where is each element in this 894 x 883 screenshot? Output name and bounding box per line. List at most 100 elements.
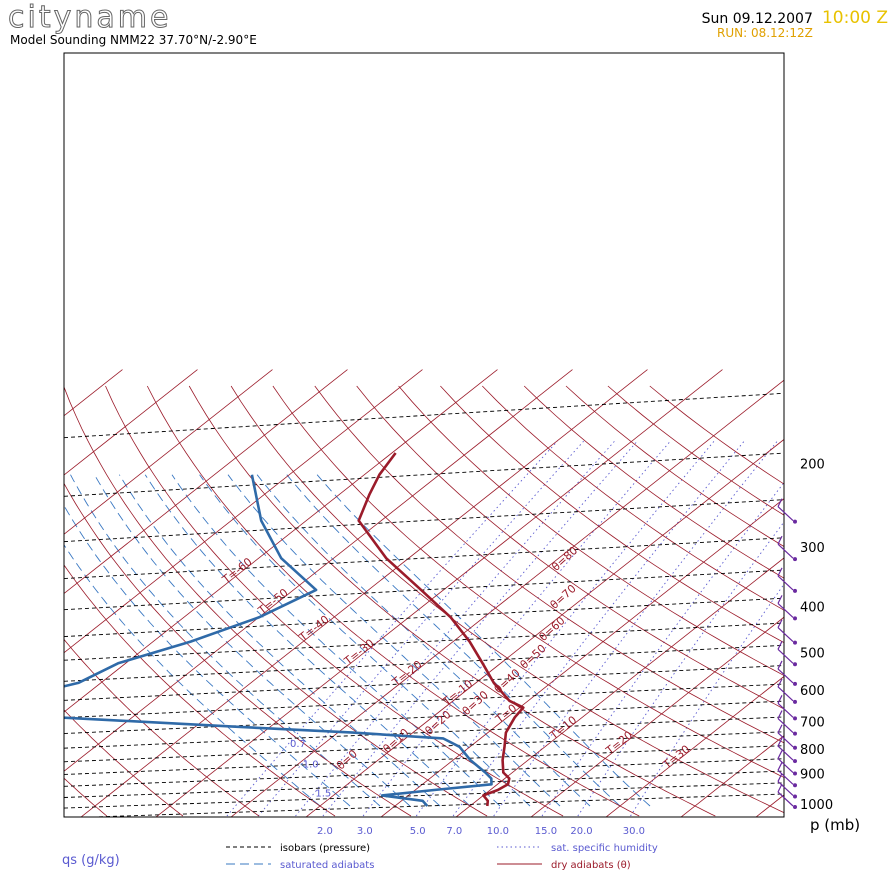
wind-barb-dot xyxy=(793,662,797,667)
wind-barb-staff xyxy=(777,575,794,591)
wind-barb xyxy=(777,710,797,736)
legend-label: dry adiabats (θ) xyxy=(551,860,631,871)
humidity-tick-label: 15.0 xyxy=(535,826,557,837)
wind-barb-dot xyxy=(793,783,797,788)
wind-barb-dot xyxy=(793,716,797,721)
wind-barb-staff xyxy=(777,686,794,702)
wind-barb-dot xyxy=(793,616,797,621)
wind-barb-dot xyxy=(793,640,797,645)
wind-barb xyxy=(777,773,797,799)
saturated-adiabat-line xyxy=(64,544,321,807)
wind-barb-dot xyxy=(793,731,797,736)
wind-barb xyxy=(777,678,797,704)
wind-barb-dot xyxy=(793,771,797,776)
dry-adiabat-line xyxy=(146,385,640,817)
isobars xyxy=(64,392,784,817)
wind-barb xyxy=(777,724,797,750)
wind-barb-flag xyxy=(777,498,783,507)
valid-date: Sun 09.12.2007 xyxy=(701,11,813,27)
saturated-adiabat-line xyxy=(144,474,471,807)
isobar-line xyxy=(64,597,784,638)
saturated-adiabat-line xyxy=(171,474,501,807)
isotherm-line xyxy=(380,498,784,817)
humidity-line xyxy=(630,583,784,817)
wind-barb xyxy=(777,695,797,721)
x-axis-label: qs (g/kg) xyxy=(62,853,120,868)
wind-barb xyxy=(777,660,797,686)
wind-barb-dot xyxy=(793,745,797,750)
isotherms xyxy=(0,369,784,826)
isotherm-line xyxy=(0,370,47,826)
isobar-line xyxy=(64,745,784,775)
saturated-adiabat-line xyxy=(256,474,591,807)
plot-frame xyxy=(63,52,785,818)
isobar-line xyxy=(64,537,784,580)
wind-barb xyxy=(777,750,797,776)
wind-barb-flag xyxy=(777,750,783,759)
wind-barb-flag xyxy=(777,535,783,545)
humidity-line xyxy=(493,440,778,817)
legend-label: saturated adiabats xyxy=(280,860,374,871)
isotherm-line xyxy=(680,735,784,817)
isobar-line xyxy=(64,782,784,809)
humidity-inplot-label: 0.7 xyxy=(290,739,306,750)
isobar-line xyxy=(64,644,784,682)
isobar-line xyxy=(64,665,784,701)
pressure-tick-label: 500 xyxy=(800,646,825,661)
pressure-tick-label: 900 xyxy=(800,767,825,782)
dry-adiabat-line xyxy=(105,385,564,817)
dry-adiabat-line xyxy=(314,385,784,744)
humidity-inplot-label: 1.5 xyxy=(315,789,331,800)
humidity-tick-label: 7.0 xyxy=(446,826,462,837)
wind-barbs xyxy=(777,498,797,809)
dewpoint-profile-line xyxy=(64,474,493,807)
isobar-line xyxy=(64,569,784,611)
wind-barb-flag xyxy=(777,595,783,604)
isotherm-line xyxy=(64,369,198,476)
valid-time: Sun 09.12.2007 10:00 Z xyxy=(702,8,888,28)
wind-barb-flag xyxy=(777,724,783,734)
humidity-line xyxy=(415,440,715,817)
wind-barb-flag xyxy=(777,619,783,628)
pressure-tick-label: 200 xyxy=(800,458,825,473)
humidity-tick-label: 5.0 xyxy=(410,826,426,837)
humidity-tick-label: 2.0 xyxy=(317,826,333,837)
axis-labels: 200 300 400 500 600 700 800 900 1000 2.0 3.0 5.0 7.0… xyxy=(62,458,860,868)
wind-barb-flag xyxy=(777,641,783,650)
sounding-subtitle: Model Sounding NMM22 37.70°N/-2.90°E xyxy=(10,33,257,47)
humidity-tick-label: 30.0 xyxy=(623,826,645,837)
wind-barb xyxy=(777,535,797,562)
isotherm-line xyxy=(530,616,784,817)
saturated-adiabat-line xyxy=(119,474,441,807)
isotherm-line xyxy=(64,369,423,654)
humidity-line xyxy=(226,440,558,817)
legend-label: sat. specific humidity xyxy=(551,843,658,854)
pressure-tick-label: 1000 xyxy=(800,798,833,813)
dry-adiabat-line xyxy=(0,386,31,816)
isobar-line xyxy=(64,622,784,661)
saturated-adiabat-line xyxy=(199,474,531,807)
wind-barb-flag xyxy=(777,737,783,747)
dry-adiabat-line xyxy=(64,482,412,817)
wind-barb-dot xyxy=(793,588,797,593)
pressure-tick-label: 300 xyxy=(800,541,825,556)
isotherm-line xyxy=(305,438,784,817)
wind-barb-flag xyxy=(777,710,783,719)
isobar-line xyxy=(64,392,784,439)
wind-barb-flag xyxy=(777,567,783,577)
wind-barb-staff xyxy=(777,627,794,643)
saturated-adiabat-line xyxy=(286,474,621,807)
isotherm-line xyxy=(455,557,784,817)
isobar-line xyxy=(80,793,784,817)
wind-barb-staff xyxy=(777,758,794,773)
wind-barb-staff xyxy=(777,745,794,761)
wind-barb-dot xyxy=(793,681,797,686)
plot-background xyxy=(64,53,784,817)
isotherm-line xyxy=(230,379,784,817)
wind-barb-flag xyxy=(777,773,783,782)
wind-barb-staff xyxy=(777,648,794,664)
pressure-tick-label: 600 xyxy=(800,684,825,699)
isotherm-line xyxy=(64,369,498,713)
dry-adiabat-line xyxy=(482,385,784,611)
